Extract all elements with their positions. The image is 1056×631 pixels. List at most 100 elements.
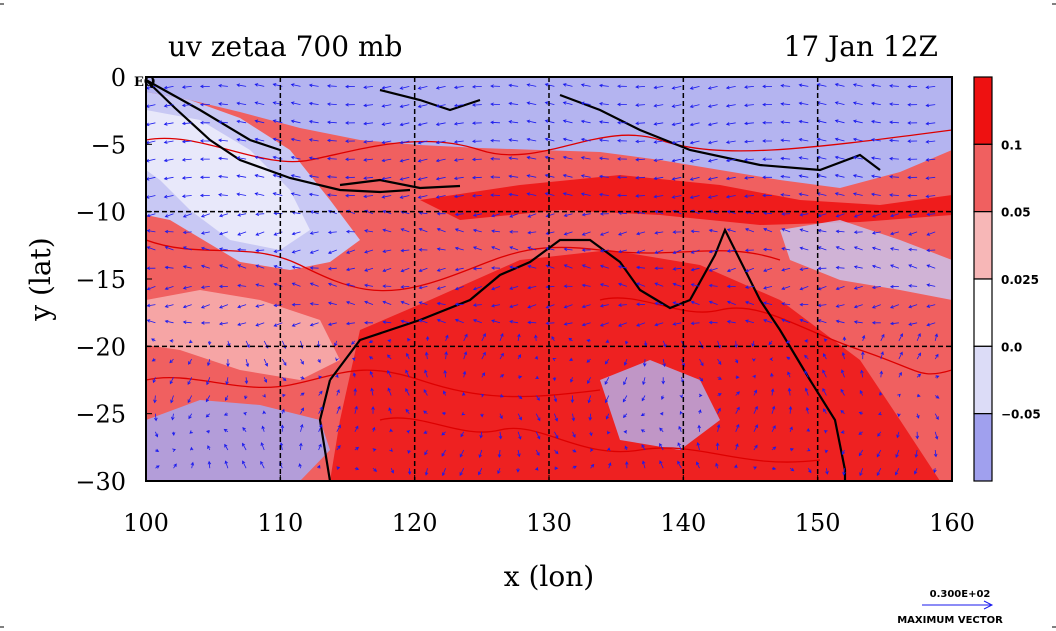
- wind-vector: [544, 83, 555, 87]
- wind-vector: [309, 249, 319, 254]
- wind-vector: [817, 266, 827, 271]
- wind-vector: [799, 318, 809, 324]
- wind-vector: [636, 249, 646, 254]
- wind-vector: [763, 267, 773, 272]
- wind-vector: [382, 228, 392, 233]
- wind-vector: [605, 413, 610, 420]
- wind-vector: [744, 319, 755, 324]
- wind-vector: [399, 86, 410, 90]
- wind-vector: [934, 431, 939, 440]
- wind-vector: [491, 213, 501, 218]
- wind-vector: [527, 264, 537, 269]
- wind-vector: [459, 449, 465, 458]
- wind-vector: [908, 247, 918, 252]
- wind-vector: [207, 358, 211, 367]
- wind-vector: [207, 460, 212, 469]
- wind-vector: [580, 174, 591, 178]
- wind-vector: [726, 249, 736, 253]
- wind-vector: [853, 320, 863, 324]
- wind-vector: [405, 408, 410, 414]
- wind-vector: [581, 212, 591, 217]
- wind-vector: [299, 442, 303, 451]
- wind-vector: [182, 213, 192, 218]
- wind-vector: [516, 468, 520, 473]
- wind-vector: [517, 333, 521, 341]
- wind-vector: [224, 460, 229, 469]
- wind-vector: [290, 174, 301, 178]
- wind-vector: [490, 157, 501, 161]
- wind-vector: [781, 286, 791, 290]
- wind-vector: [907, 193, 918, 198]
- wind-vector: [436, 267, 446, 272]
- wind-vector: [534, 334, 538, 341]
- wind-vector: [472, 213, 482, 217]
- wind-vector: [382, 320, 392, 324]
- wind-vector: [689, 140, 700, 145]
- wind-vector: [617, 249, 627, 254]
- wind-vector: [326, 193, 337, 197]
- wind-vector: [535, 449, 540, 456]
- wind-vector: [254, 155, 265, 160]
- wind-vector: [164, 286, 174, 290]
- wind-vector: [335, 357, 339, 362]
- wind-vector: [218, 321, 228, 326]
- wind-vector: [381, 176, 392, 181]
- wind-vector: [363, 85, 374, 89]
- field-strong-north: [420, 175, 952, 225]
- wind-vector: [387, 369, 392, 378]
- wind-vector: [368, 339, 374, 344]
- wind-vector: [400, 319, 410, 324]
- wind-vector: [544, 192, 555, 196]
- wind-vector: [635, 121, 646, 126]
- wind-vector: [568, 337, 573, 342]
- wind-vector: [889, 231, 900, 236]
- wind-vector: [545, 264, 555, 269]
- wind-vector: [164, 265, 174, 270]
- wind-vector: [654, 282, 664, 287]
- wind-vector: [417, 122, 428, 127]
- wind-vector: [225, 377, 229, 386]
- wind-vector: [744, 157, 754, 162]
- wind-vector: [381, 122, 392, 126]
- wind-vector: [925, 85, 936, 89]
- wind-vector: [897, 413, 901, 418]
- wind-vector: [261, 425, 265, 432]
- wind-vector: [236, 119, 247, 124]
- wind-vector: [436, 318, 446, 324]
- wind-vector: [581, 283, 591, 288]
- colorbar-label: 0.1: [1001, 138, 1022, 152]
- wind-vector: [659, 442, 664, 451]
- wind-vector: [453, 121, 464, 126]
- wind-vector: [562, 174, 573, 178]
- wind-vector: [163, 85, 174, 90]
- wind-vector: [744, 248, 754, 253]
- wind-vector: [472, 246, 482, 251]
- wind-vector: [417, 176, 428, 181]
- wind-vector: [300, 376, 305, 380]
- wind-vector: [835, 286, 845, 291]
- wind-vector: [672, 249, 682, 254]
- wind-vector: [861, 351, 865, 360]
- wind-vector: [454, 212, 464, 217]
- wind-vector: [653, 158, 664, 162]
- wind-vector: [798, 192, 809, 197]
- wind-vector: [260, 460, 265, 469]
- wind-vector: [308, 174, 319, 179]
- wind-vector: [571, 413, 576, 422]
- wind-vector: [255, 248, 265, 253]
- wind-vector: [789, 448, 794, 452]
- wind-vector: [841, 449, 846, 456]
- wind-vector: [508, 192, 519, 197]
- wind-vector: [218, 84, 228, 88]
- wind-vector: [544, 173, 555, 178]
- wind-vector: [744, 85, 754, 89]
- wind-vector: [308, 138, 319, 142]
- wind-vector: [290, 119, 301, 124]
- wind-vector: [400, 248, 410, 253]
- wind-vector: [622, 413, 628, 419]
- wind-vector: [370, 387, 374, 396]
- wind-vector: [152, 377, 156, 384]
- wind-vector: [424, 369, 428, 378]
- wind-vector: [255, 264, 265, 269]
- wind-vector: [925, 176, 936, 180]
